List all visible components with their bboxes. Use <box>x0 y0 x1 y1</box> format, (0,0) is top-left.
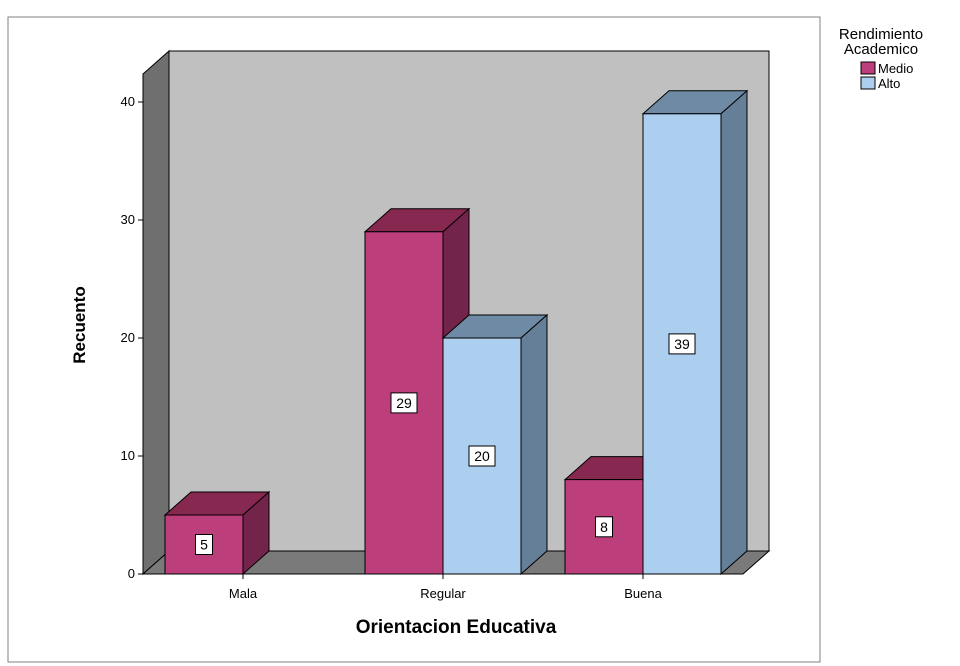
x-tick-label: Buena <box>624 586 662 601</box>
data-label-box <box>195 534 213 555</box>
y-tick-label: 40 <box>121 94 135 109</box>
data-label-box <box>595 516 613 538</box>
y-tick-label: 30 <box>121 212 135 227</box>
data-label-box <box>668 333 696 355</box>
legend-swatch <box>860 61 876 75</box>
x-tick-label: Mala <box>229 586 258 601</box>
data-label: 20 <box>474 448 490 464</box>
data-label: 5 <box>200 537 208 553</box>
bar-side <box>720 89 748 576</box>
legend-title: Rendimiento <box>839 26 923 43</box>
data-label: 29 <box>396 395 412 411</box>
legend-item-label: Alto <box>878 76 900 91</box>
data-label-box <box>390 392 418 414</box>
y-axis-title: Recuento <box>70 286 89 363</box>
y-tick-label: 0 <box>128 566 135 581</box>
x-axis-title: Orientacion Educativa <box>356 617 557 638</box>
legend-item-label: Medio <box>878 61 913 76</box>
data-label: 8 <box>600 519 608 535</box>
x-tick-label: Regular <box>420 586 466 601</box>
y-tick-label: 10 <box>121 448 135 463</box>
side-wall <box>142 49 170 576</box>
data-label-box <box>468 445 496 467</box>
bar <box>642 113 722 575</box>
data-label: 39 <box>674 336 690 352</box>
bar-side <box>520 313 548 576</box>
legend-title: Academico <box>844 41 918 58</box>
legend-swatch <box>860 76 876 90</box>
y-tick-label: 20 <box>121 330 135 345</box>
